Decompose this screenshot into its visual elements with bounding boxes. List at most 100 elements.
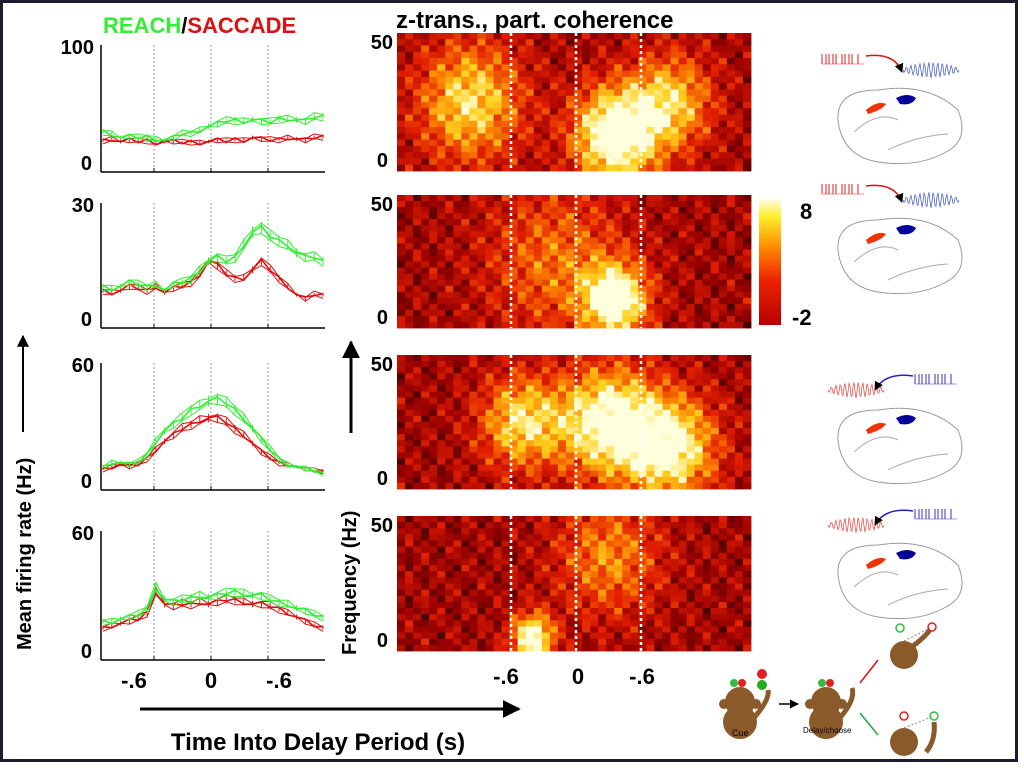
heatmap-cell <box>638 285 647 293</box>
heatmap-cell <box>429 39 438 46</box>
heatmap-cell <box>477 237 486 244</box>
heatmap-cell <box>734 225 744 232</box>
heatmap-cell <box>718 152 728 159</box>
heatmap-cell <box>638 546 647 554</box>
heatmap-cell <box>718 127 728 134</box>
heatmap-cell <box>662 522 671 529</box>
heatmap-cell <box>694 45 704 53</box>
heatmap-cell <box>397 309 406 317</box>
heatmap-cell <box>654 70 663 78</box>
heatmap-cell <box>662 267 671 274</box>
heatmap-cell <box>710 458 720 466</box>
heatmap-cell <box>397 58 406 65</box>
heatmap-cell <box>517 201 527 208</box>
heatmap-cell <box>654 546 663 554</box>
heatmap-cell <box>678 114 688 122</box>
heatmap-cell <box>638 219 647 226</box>
heatmap-cell <box>582 297 591 305</box>
heatmap-cell <box>646 476 655 484</box>
heatmap-cell <box>614 152 623 159</box>
heatmap-cell <box>445 255 454 262</box>
heatmap-cell <box>405 415 414 423</box>
heatmap-cell <box>453 195 462 202</box>
heatmap-cell <box>710 279 720 287</box>
heatmap-cell <box>574 540 583 548</box>
heatmap-cell <box>501 267 511 274</box>
heatmap-cell <box>565 255 575 262</box>
heatmap-cell <box>694 516 704 523</box>
heatmap-cell <box>734 108 744 115</box>
heatmap-cell <box>397 255 406 262</box>
heatmap-cell <box>734 558 744 566</box>
heatmap-cell <box>702 589 712 597</box>
heatmap-cell <box>461 446 470 453</box>
heatmap-cell <box>670 102 679 109</box>
heatmap-cell <box>726 279 736 287</box>
heatmap-cell <box>453 158 462 166</box>
heatmap-cell <box>525 237 535 244</box>
heatmap-cell <box>485 145 494 153</box>
heatmap-cell <box>541 127 551 134</box>
heatmap-cell <box>493 528 502 535</box>
heatmap-cell <box>670 45 679 53</box>
heatmap-cell <box>590 279 599 287</box>
heatmap-cell <box>397 638 406 646</box>
heatmap-cell <box>710 452 720 459</box>
heatmap-cell <box>606 297 615 305</box>
heatmap-cell <box>517 589 527 597</box>
heatmap-cell <box>694 114 704 122</box>
heatmap-cell <box>533 422 543 429</box>
heatmap-cell <box>574 261 583 268</box>
heatmap-cell <box>517 70 527 78</box>
heatmap-cell <box>606 58 615 65</box>
heatmap-cell <box>453 279 462 287</box>
heatmap-cell <box>493 152 502 159</box>
heatmap-cell <box>461 452 470 459</box>
heatmap-cell <box>557 608 567 615</box>
heatmap-cell <box>525 64 535 72</box>
heatmap-cell <box>397 403 406 411</box>
heatmap-cell <box>662 39 671 46</box>
heatmap-cell <box>541 373 551 380</box>
heatmap-cell <box>606 534 615 541</box>
heatmap-cell <box>549 127 559 134</box>
heatmap-cell <box>397 33 406 40</box>
heatmap-cell <box>654 225 663 232</box>
heatmap-cell <box>678 297 688 305</box>
heatmap-cell <box>525 273 535 281</box>
heatmap-cell <box>533 51 543 59</box>
heatmap-cell <box>461 552 470 560</box>
heatmap-cell <box>501 303 511 311</box>
heatmap-cell <box>606 409 615 417</box>
heatmap-cell <box>437 379 446 386</box>
heatmap-cell <box>734 446 744 453</box>
heatmap-cell <box>461 120 470 128</box>
heatmap-cell <box>405 127 414 134</box>
heatmap-cell <box>565 422 575 429</box>
heatmap-cell <box>742 64 752 72</box>
heatmap-cell <box>622 470 631 478</box>
heatmap-cell <box>541 409 551 417</box>
heatmap-cell <box>662 379 671 386</box>
heatmap-cell <box>413 279 422 287</box>
heatmap-cell <box>630 261 639 268</box>
heatmap-cell <box>742 279 752 287</box>
heatmap-cell <box>549 409 559 417</box>
heatmap-cell <box>638 608 647 615</box>
heatmap-cell <box>678 309 688 317</box>
heatmap-cell <box>485 89 494 97</box>
heatmap-cell <box>734 516 744 523</box>
heatmap-cell <box>453 571 462 578</box>
heatmap-cell <box>742 397 752 405</box>
heatmap-cell <box>718 64 728 72</box>
heatmap-cell <box>638 409 647 417</box>
y-tick-min: 0 <box>81 153 92 175</box>
heatmap-cell <box>742 243 752 250</box>
heatmap-cell <box>606 39 615 46</box>
heatmap-cell <box>429 470 438 478</box>
heatmap-cell <box>670 391 679 399</box>
heatmap-cell <box>734 297 744 305</box>
heatmap-cell <box>533 638 543 646</box>
heatmap-cell <box>582 638 591 646</box>
